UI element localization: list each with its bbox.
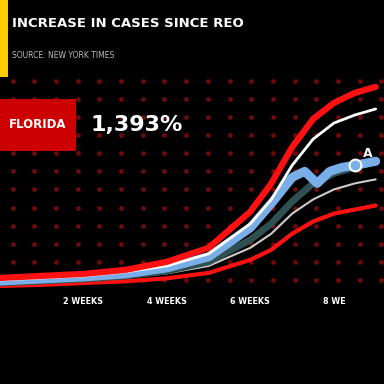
Text: SOURCE: NEW YORK TIMES: SOURCE: NEW YORK TIMES — [12, 51, 114, 60]
Text: INCREASE IN CASES SINCE REO: INCREASE IN CASES SINCE REO — [12, 17, 244, 30]
Text: 4 WEEKS: 4 WEEKS — [147, 297, 187, 306]
Text: 6 WEEKS: 6 WEEKS — [230, 297, 270, 306]
Text: 1,393%: 1,393% — [91, 115, 183, 135]
Text: FLORIDA: FLORIDA — [9, 118, 67, 131]
Text: 2 WEEKS: 2 WEEKS — [63, 297, 103, 306]
Text: A: A — [363, 147, 373, 160]
Bar — [0, 0, 8, 77]
Text: 8 WE: 8 WE — [323, 297, 345, 306]
FancyBboxPatch shape — [0, 99, 76, 151]
